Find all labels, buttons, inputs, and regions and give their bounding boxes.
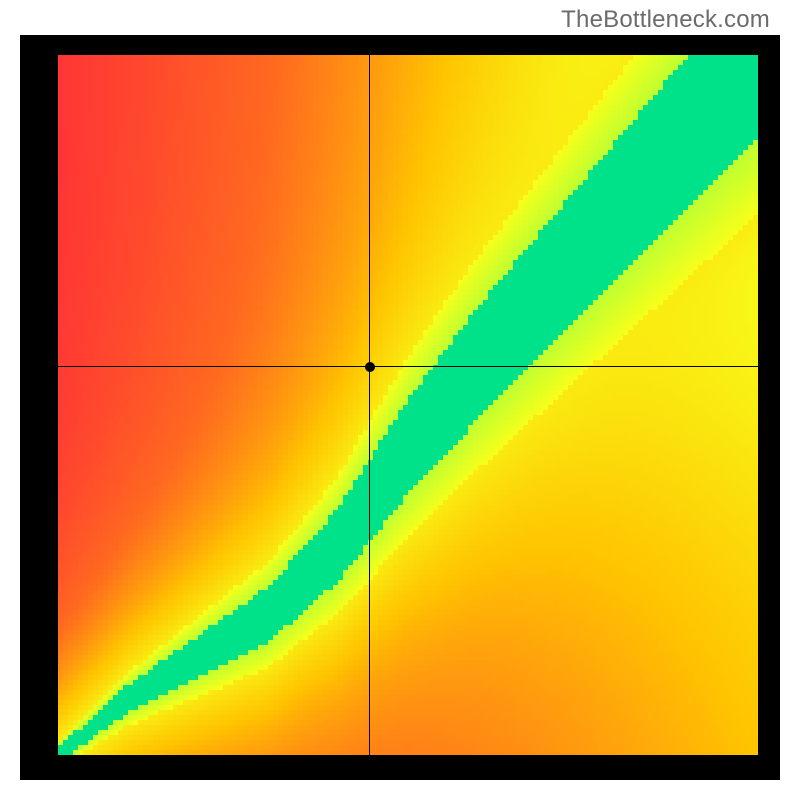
heatmap-region: [58, 55, 758, 755]
watermark-text: TheBottleneck.com: [561, 6, 770, 34]
crosshair-vertical: [369, 55, 370, 755]
frame: TheBottleneck.com: [0, 0, 800, 800]
heatmap-canvas: [58, 55, 758, 755]
outer-black-box: [20, 35, 780, 780]
crosshair-horizontal: [58, 366, 758, 367]
crosshair-dot: [365, 362, 375, 372]
